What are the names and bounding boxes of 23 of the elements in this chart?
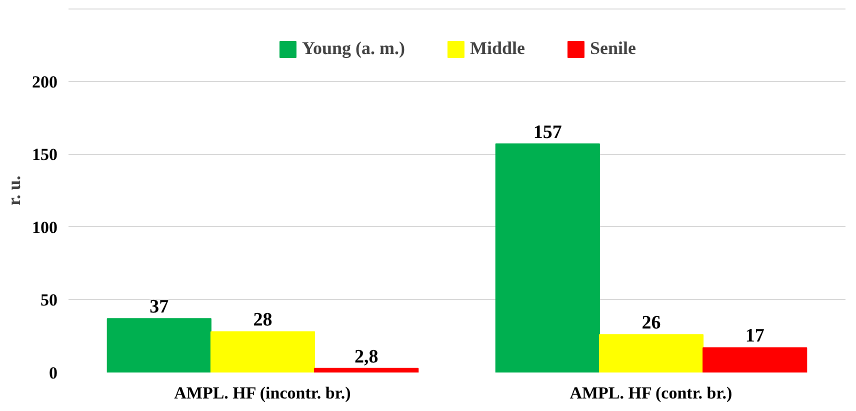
bar xyxy=(702,347,808,372)
x-tick-label: AMPL. HF (contr. br.) xyxy=(570,384,732,402)
bar xyxy=(314,368,419,372)
data-label: 2,8 xyxy=(354,346,378,368)
bar xyxy=(495,143,600,372)
bar xyxy=(598,334,704,372)
data-label: 37 xyxy=(150,296,170,318)
data-label: 157 xyxy=(533,122,562,143)
y-tick-label: 0 xyxy=(49,364,58,382)
x-tick-label: AMPL. HF (incontr. br.) xyxy=(174,384,351,402)
bar xyxy=(210,331,316,372)
legend-label: Young (a. m.) xyxy=(302,38,405,59)
bar xyxy=(106,318,212,372)
legend-label: Senile xyxy=(590,38,636,59)
y-tick-label: 200 xyxy=(32,72,58,92)
y-tick-label: 100 xyxy=(32,218,58,237)
data-label: 28 xyxy=(253,310,272,331)
data-label: 17 xyxy=(745,326,765,347)
y-tick-label: 50 xyxy=(40,290,58,310)
data-label: 26 xyxy=(642,312,661,334)
y-tick-label: 150 xyxy=(32,145,58,164)
legend-label: Middle xyxy=(470,38,526,59)
y-axis-title: r. u. xyxy=(4,176,24,206)
